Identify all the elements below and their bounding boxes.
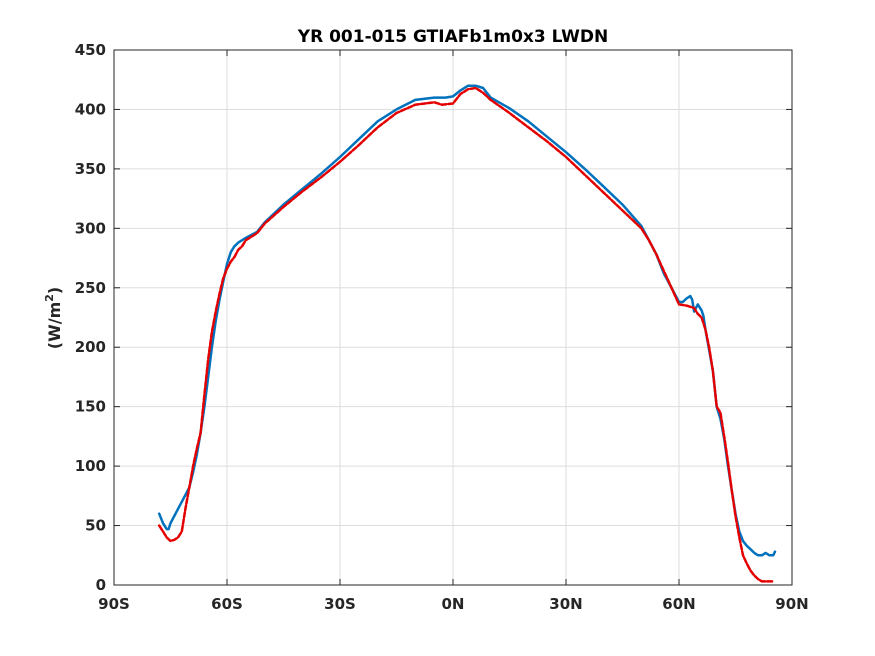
y-tick-label: 350 [75,160,106,178]
y-tick-label: 50 [85,517,106,535]
x-tick-label: 30S [324,595,356,613]
y-tick-label: 100 [75,457,106,475]
y-tick-labels: 0 50 100 150 200 250 300 350 400 450 [75,41,106,594]
x-tick-label: 60N [662,595,695,613]
series-line-2 [157,86,775,583]
series-layer [157,84,777,583]
y-tick-label: 300 [75,219,106,237]
chart-title: YR 001-015 GTIAFb1m0x3 LWDN [297,27,608,47]
x-tick-label: 0N [442,595,465,613]
tick-marks [113,49,793,586]
y-tick-label: 250 [75,279,106,297]
y-axis-label: (W/m2) [43,287,64,349]
x-tick-label: 90S [98,595,130,613]
y-axis-label-sup: 2 [43,294,56,302]
x-tick-label: 60S [211,595,243,613]
y-axis-label-main: (W/m [45,302,64,349]
y-tick-label: 200 [75,338,106,356]
y-tick-label: 150 [75,398,106,416]
y-tick-label: 0 [96,576,106,594]
y-axis-label-close: ) [45,287,64,294]
y-tick-label: 450 [75,41,106,59]
x-tick-label: 30N [549,595,582,613]
x-tick-labels: 90S 60S 30S 0N 30N 60N 90N [98,595,809,613]
y-tick-label: 400 [75,100,106,118]
x-tick-label: 90N [775,595,808,613]
